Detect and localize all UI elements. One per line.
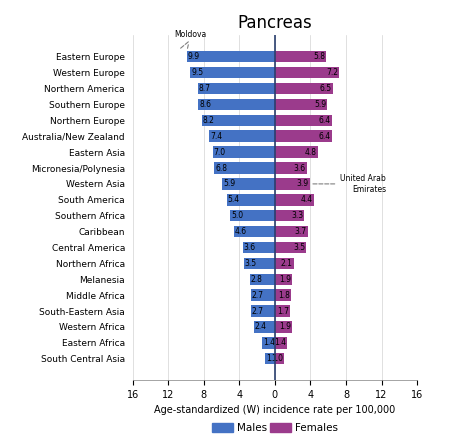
Bar <box>275 353 284 365</box>
Text: 5.9: 5.9 <box>314 100 327 109</box>
Bar <box>275 290 291 301</box>
Bar <box>250 274 275 285</box>
Text: 3.9: 3.9 <box>297 179 309 188</box>
Bar <box>202 114 275 126</box>
Bar <box>275 130 332 142</box>
Bar <box>275 194 314 206</box>
Bar <box>198 83 275 94</box>
Bar <box>275 67 339 78</box>
Bar <box>275 226 308 237</box>
Bar <box>222 178 275 190</box>
X-axis label: Age-standardized (W) incidence rate per 100,000: Age-standardized (W) incidence rate per … <box>155 405 395 415</box>
Text: 1.7: 1.7 <box>277 307 289 316</box>
Text: 3.7: 3.7 <box>295 227 307 236</box>
Bar <box>199 99 275 110</box>
Bar <box>214 162 275 174</box>
Bar <box>275 242 306 253</box>
Text: 1.4: 1.4 <box>264 338 275 347</box>
Text: 1.9: 1.9 <box>279 323 291 332</box>
Bar <box>275 258 293 269</box>
Text: 5.4: 5.4 <box>228 195 240 204</box>
Text: United Arab
Emirates: United Arab Emirates <box>312 174 386 194</box>
Text: 6.5: 6.5 <box>319 84 332 93</box>
Bar <box>275 162 307 174</box>
Bar <box>275 337 287 349</box>
Bar <box>227 194 275 206</box>
Text: 5.8: 5.8 <box>314 52 326 61</box>
Bar <box>275 210 304 221</box>
Bar <box>243 242 275 253</box>
Bar <box>263 337 275 349</box>
Bar <box>275 274 292 285</box>
Text: 5.9: 5.9 <box>223 179 236 188</box>
Bar <box>275 146 318 158</box>
Text: 2.8: 2.8 <box>251 275 263 284</box>
Bar <box>265 353 275 365</box>
Legend: Males, Females: Males, Females <box>208 419 342 437</box>
Text: 4.4: 4.4 <box>301 195 313 204</box>
Bar <box>213 146 275 158</box>
Text: 4.8: 4.8 <box>305 148 317 156</box>
Text: 8.7: 8.7 <box>199 84 210 93</box>
Text: 9.9: 9.9 <box>188 52 200 61</box>
Text: 2.7: 2.7 <box>252 291 264 300</box>
Text: 6.4: 6.4 <box>319 116 331 125</box>
Text: 8.6: 8.6 <box>200 100 211 109</box>
Text: 1.4: 1.4 <box>274 338 286 347</box>
Bar <box>275 51 327 62</box>
Bar <box>187 51 275 62</box>
Bar <box>275 99 328 110</box>
Text: 1.9: 1.9 <box>279 275 291 284</box>
Bar <box>254 321 275 333</box>
Text: 4.6: 4.6 <box>235 227 247 236</box>
Text: 6.8: 6.8 <box>215 164 228 172</box>
Bar <box>275 321 292 333</box>
Text: 7.0: 7.0 <box>214 148 226 156</box>
Bar <box>275 178 310 190</box>
Text: 6.4: 6.4 <box>319 132 331 141</box>
Bar <box>209 130 275 142</box>
Text: 3.3: 3.3 <box>291 211 303 220</box>
Bar <box>275 83 333 94</box>
Text: 3.6: 3.6 <box>294 164 306 172</box>
Bar <box>244 258 275 269</box>
Text: 2.1: 2.1 <box>281 259 292 268</box>
Text: 1.8: 1.8 <box>278 291 290 300</box>
Text: 5.0: 5.0 <box>231 211 244 220</box>
Text: 3.5: 3.5 <box>293 243 305 252</box>
Text: 3.6: 3.6 <box>244 243 256 252</box>
Text: 1.0: 1.0 <box>271 354 283 363</box>
Bar <box>230 210 275 221</box>
Bar <box>191 67 275 78</box>
Bar <box>275 305 290 317</box>
Title: Pancreas: Pancreas <box>237 15 312 32</box>
Bar <box>251 305 275 317</box>
Bar <box>251 290 275 301</box>
Text: 7.2: 7.2 <box>326 68 338 77</box>
Text: 3.5: 3.5 <box>245 259 257 268</box>
Text: Moldova: Moldova <box>174 30 207 48</box>
Text: 2.4: 2.4 <box>255 323 266 332</box>
Text: 7.4: 7.4 <box>210 132 222 141</box>
Text: 9.5: 9.5 <box>191 68 203 77</box>
Text: 8.2: 8.2 <box>203 116 215 125</box>
Bar <box>234 226 275 237</box>
Text: 2.7: 2.7 <box>252 307 264 316</box>
Text: 1.1: 1.1 <box>266 354 278 363</box>
Bar <box>275 114 332 126</box>
